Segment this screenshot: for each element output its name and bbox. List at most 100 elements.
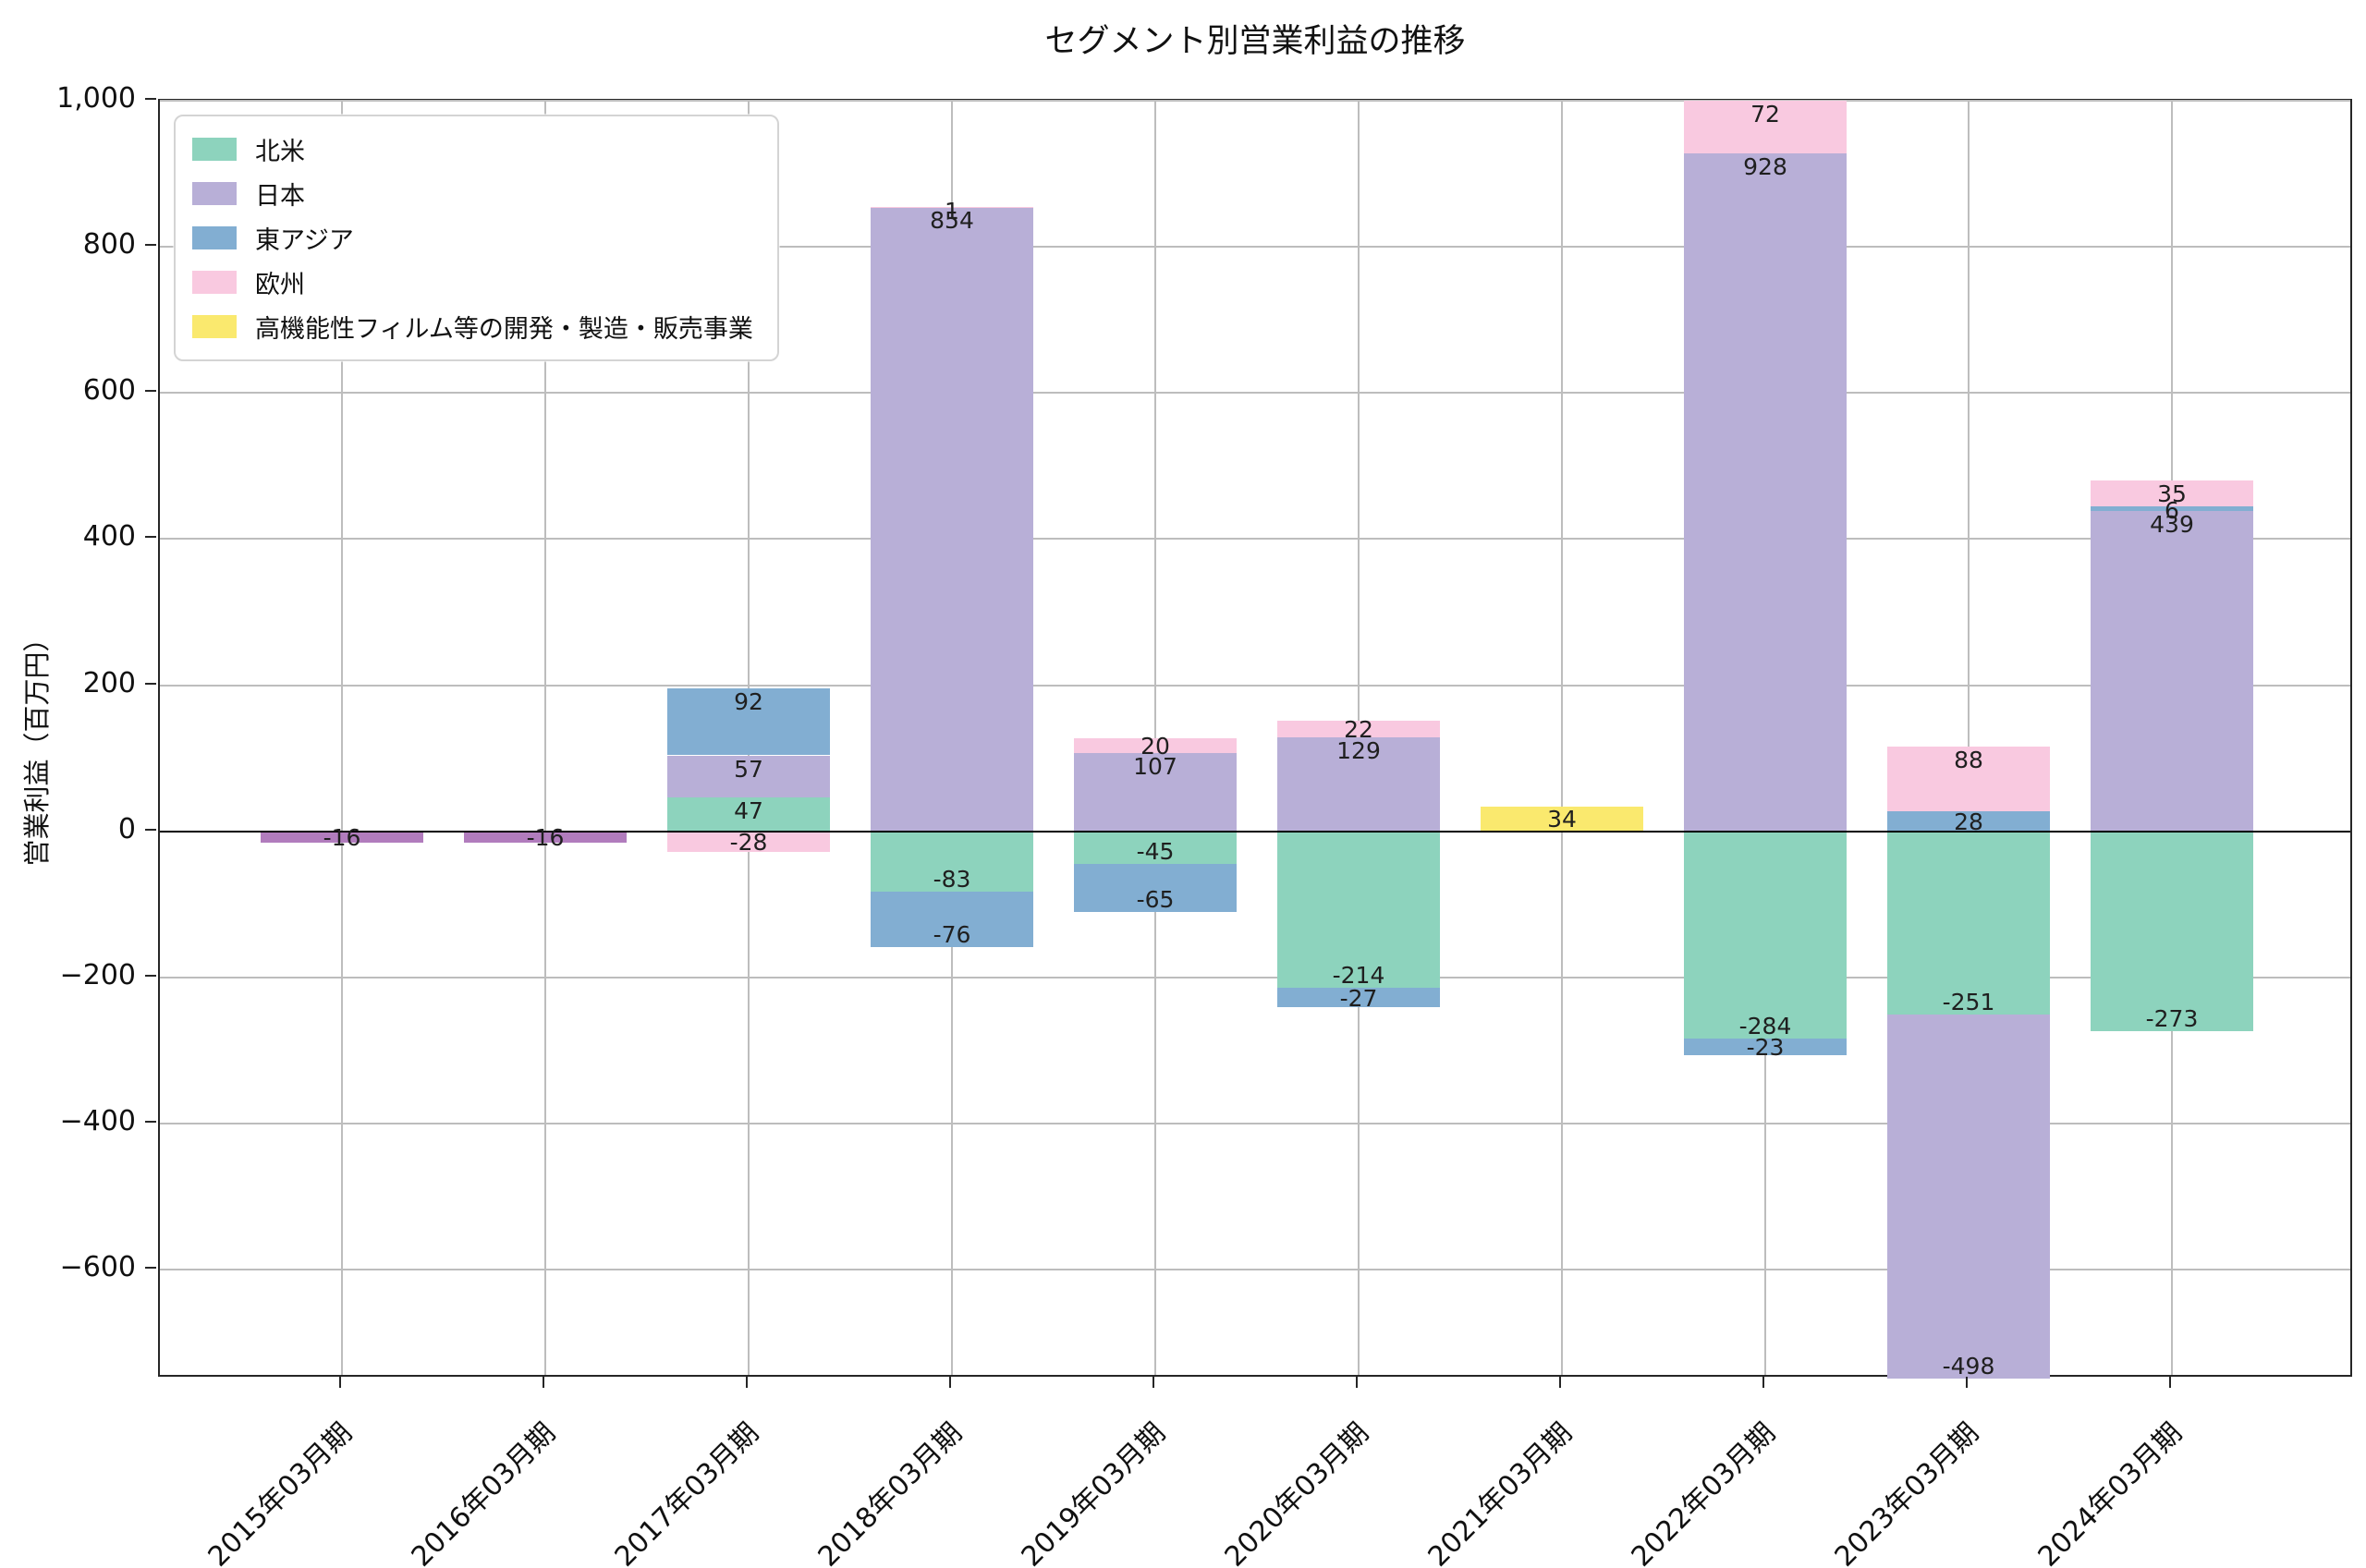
bar-value-label: -16: [526, 824, 565, 852]
bar-value-label: 854: [930, 207, 974, 235]
bar-segment: [1684, 101, 1847, 153]
bar-segment: [667, 831, 830, 852]
legend-label: 欧州: [255, 271, 305, 299]
bar-segment: [1277, 721, 1440, 737]
plot-area: -16 -16 47 57 92 -28 -83 854 -76 1 -45 107 -65 20 -214…: [158, 99, 2352, 1380]
bar-value-label: -83: [933, 866, 971, 893]
bar-segment: [2091, 480, 2253, 506]
y-tick-label: 400: [82, 520, 136, 553]
bar-value-label: 6: [2165, 496, 2179, 524]
bar-value-label: -65: [1136, 885, 1175, 913]
x-tick-mark: [746, 1377, 748, 1388]
bar-segment: [2091, 510, 2253, 832]
x-tick-mark: [1559, 1377, 1561, 1388]
y-tick-mark: [145, 244, 156, 247]
legend-swatch: [192, 271, 237, 294]
bar-value-label: 92: [734, 687, 763, 715]
x-tick-mark: [1966, 1377, 1968, 1388]
bar-value-label: 107: [1133, 753, 1177, 781]
bar-segment: [2091, 505, 2253, 511]
y-tick-label: −600: [59, 1251, 136, 1284]
y-tick-mark: [145, 390, 156, 393]
bar-segment: [1277, 987, 1440, 1008]
legend-item: 北米: [192, 131, 753, 167]
bar-segment: [667, 796, 830, 832]
y-tick-label: 1,000: [56, 82, 136, 115]
bar-segment: [1074, 738, 1237, 754]
y-tick-mark: [145, 828, 156, 831]
bar-segment: [1887, 831, 2050, 1015]
x-tick-mark: [339, 1377, 341, 1388]
bar-segment: [1074, 864, 1237, 912]
y-tick-mark: [145, 1267, 156, 1270]
legend-swatch: [192, 226, 237, 249]
bar-value-label: 129: [1336, 736, 1381, 764]
bar-segment: [1684, 831, 1847, 1039]
bar-segment: [1277, 831, 1440, 988]
legend-item: 日本: [192, 176, 753, 212]
bar-value-label: 439: [2150, 510, 2194, 538]
bar-segment: [871, 892, 1033, 948]
y-tick-mark: [145, 1121, 156, 1124]
legend-label: 日本: [255, 182, 305, 211]
bar-segment: [1481, 806, 1643, 832]
x-tick-mark: [1762, 1377, 1764, 1388]
bar-segment: [667, 755, 830, 797]
legend-item: 欧州: [192, 264, 753, 300]
y-tick-mark: [145, 974, 156, 977]
x-tick-mark: [1153, 1377, 1154, 1388]
chart-title: セグメント別営業利益の推移: [1044, 23, 1466, 60]
x-tick-mark: [949, 1377, 951, 1388]
legend-item: 高機能性フィルム等の開発・製造・販売事業: [192, 309, 753, 345]
y-tick-label: 200: [82, 666, 136, 699]
h-gridline: [160, 684, 2350, 687]
bar-value-label: 57: [734, 755, 763, 783]
h-gridline: [160, 538, 2350, 541]
bar-value-label: -23: [1746, 1034, 1785, 1062]
y-tick-label: −400: [59, 1105, 136, 1138]
bar-value-label: 47: [734, 796, 763, 824]
bar-segment: [1074, 831, 1237, 865]
x-tick-label: 2015年03月期: [201, 1416, 360, 1568]
v-gridline: [1968, 101, 1970, 1375]
legend-swatch: [192, 138, 237, 161]
bar-segment: [1887, 747, 2050, 811]
bar-value-label: -27: [1339, 984, 1378, 1012]
y-tick-label: 600: [82, 374, 136, 407]
zero-line: [160, 830, 2350, 833]
bar-value-label: 88: [1954, 747, 1983, 773]
bar-value-label: 928: [1743, 152, 1787, 180]
bar-value-label: 35: [2157, 480, 2187, 508]
bar-value-label: 34: [1547, 806, 1577, 833]
y-tick-label: 0: [117, 812, 136, 845]
y-tick-mark: [145, 536, 156, 539]
legend-swatch: [192, 182, 237, 205]
v-gridline: [341, 101, 343, 1375]
v-gridline: [1154, 101, 1156, 1375]
x-tick-mark: [2169, 1377, 2171, 1388]
h-gridline: [160, 976, 2350, 978]
bar-value-label: -251: [1942, 989, 1995, 1016]
y-tick-label: −200: [59, 958, 136, 991]
bar-value-label: -76: [933, 921, 971, 949]
bar-value-label: 1: [945, 197, 959, 225]
bar-segment: [871, 831, 1033, 893]
x-tick-mark: [1356, 1377, 1358, 1388]
bar-segment: [871, 207, 1033, 832]
h-gridline: [160, 1269, 2350, 1271]
bar-value-label: -214: [1332, 961, 1385, 989]
legend: 北米 日本 東アジア 欧州 高機能性フィルム等の開発・製造・販売事業: [174, 115, 779, 361]
bar-segment: [1887, 810, 2050, 832]
bar-segment: [1277, 736, 1440, 832]
bar-segment: [1074, 753, 1237, 832]
h-gridline: [160, 246, 2350, 249]
h-gridline: [160, 1123, 2350, 1125]
bar-segment: [464, 831, 627, 844]
legend-swatch: [192, 315, 237, 338]
legend-label: 北米: [255, 138, 305, 166]
bar-segment: [261, 831, 423, 844]
bar-value-label: 20: [1140, 733, 1170, 760]
bar-segment: [1684, 1039, 1847, 1056]
bar-value-label: -498: [1942, 1353, 1995, 1380]
bar-value-label: -273: [2145, 1004, 2199, 1032]
